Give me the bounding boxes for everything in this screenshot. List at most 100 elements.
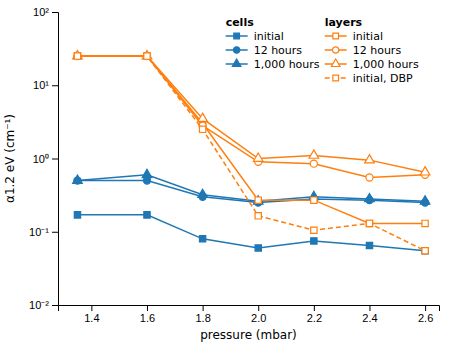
point (365, 193, 375, 201)
tick: 2.0 (251, 305, 266, 324)
tick: 10² (33, 6, 58, 18)
tick: 10⁻² (29, 299, 58, 311)
tick-label: 2.6 (418, 312, 433, 324)
point (144, 212, 150, 218)
point (311, 197, 317, 203)
tick-mark (258, 305, 259, 311)
tick-mark (91, 305, 92, 311)
tick-mark (203, 305, 204, 311)
point (420, 167, 430, 175)
point (198, 113, 208, 121)
tick-mark (52, 159, 58, 160)
tick: 2.4 (362, 305, 377, 324)
legend-marker (333, 47, 339, 53)
legend-title: cells (226, 16, 255, 29)
point (311, 227, 317, 233)
legend-label: 12 hours (353, 44, 402, 57)
tick: 1.4 (84, 305, 99, 324)
point (311, 238, 317, 244)
tick-mark (52, 232, 58, 233)
point (199, 236, 205, 242)
legend-label: initial (254, 30, 284, 43)
tick-label: 10⁰ (33, 153, 49, 165)
point (144, 53, 150, 59)
tick-label: 10⁻² (29, 299, 49, 311)
point (142, 51, 152, 59)
marks (73, 51, 430, 254)
point (144, 53, 150, 59)
tick-label: 10² (33, 6, 49, 18)
point (199, 126, 205, 132)
legend-marker (234, 33, 240, 39)
point (74, 53, 81, 60)
tick-label: 1.4 (84, 312, 99, 324)
legend-marker (233, 47, 239, 53)
tick-label: 10¹ (33, 79, 49, 91)
point (366, 220, 372, 226)
series-line (77, 215, 425, 251)
point (253, 153, 263, 161)
x-axis: 1.4 1.6 1.8 2.0 2.2 2.4 2.6 (59, 305, 440, 324)
plot: 1.4 1.6 1.8 2.0 2.2 2.4 2.6 10⁻² 10⁻¹ 10⁰ 10¹ 10² (29, 6, 439, 324)
point (198, 189, 208, 197)
legend-marker (333, 75, 339, 81)
tick: 2.2 (307, 305, 322, 324)
point (366, 242, 372, 248)
legend-marker (232, 59, 241, 66)
tick-label: 1.8 (195, 312, 210, 324)
series-line (77, 56, 425, 251)
point (422, 248, 428, 254)
series-line (77, 56, 425, 172)
tick: 1.6 (140, 305, 155, 324)
legend-label: initial (353, 30, 383, 43)
x-axis-title: pressure (mbar) (200, 328, 297, 342)
series-line (77, 56, 425, 223)
point (74, 53, 80, 59)
point (74, 212, 80, 218)
legend-item: initial (226, 30, 284, 43)
legend-item: 1,000 hours (325, 58, 419, 71)
tick-mark (425, 305, 426, 311)
legend-label: 1,000 hours (353, 58, 419, 71)
tick-mark (314, 305, 315, 311)
point (422, 220, 428, 226)
point (255, 245, 261, 251)
axis-line (59, 306, 440, 312)
tick: 10¹ (33, 79, 58, 91)
point (310, 160, 317, 167)
legend-label: 12 hours (254, 44, 303, 57)
tick-label: 2.0 (251, 312, 266, 324)
point (255, 197, 261, 203)
tick: 2.6 (418, 305, 433, 324)
tick: 1.8 (195, 305, 210, 324)
tick: 10⁰ (33, 153, 58, 165)
point (74, 53, 80, 59)
tick-mark (52, 85, 58, 86)
tick-label: 2.2 (307, 312, 322, 324)
point (255, 213, 261, 219)
legend-marker (331, 59, 340, 66)
y-axis: 10⁻² 10⁻¹ 10⁰ 10¹ 10² (29, 6, 58, 311)
point (420, 196, 430, 204)
legend-label: initial, DBP (353, 72, 413, 85)
legend-title: layers (325, 16, 363, 29)
legend-item: 1,000 hours (226, 58, 320, 71)
tick-label: 1.6 (140, 312, 155, 324)
point (142, 169, 152, 177)
tick-label: 10⁻¹ (29, 226, 49, 238)
point (366, 174, 373, 181)
chart: 1.4 1.6 1.8 2.0 2.2 2.4 2.6 10⁻² 10⁻¹ 10⁰ 10¹ 10² pr… (0, 0, 453, 347)
tick-mark (369, 305, 370, 311)
point (253, 196, 263, 204)
legend-label: 1,000 hours (254, 58, 320, 71)
tick: 10⁻¹ (29, 226, 58, 238)
series-line (77, 56, 425, 177)
point (143, 53, 150, 60)
point (310, 195, 317, 202)
legend-item: initial, DBP (325, 72, 413, 85)
legend: layersinitial12 hours1,000 hoursinitial,… (325, 16, 419, 85)
legend-marker (333, 33, 339, 39)
legend-item: 12 hours (325, 44, 402, 57)
legend: cellsinitial12 hours1,000 hours (226, 16, 320, 71)
point (73, 175, 83, 183)
